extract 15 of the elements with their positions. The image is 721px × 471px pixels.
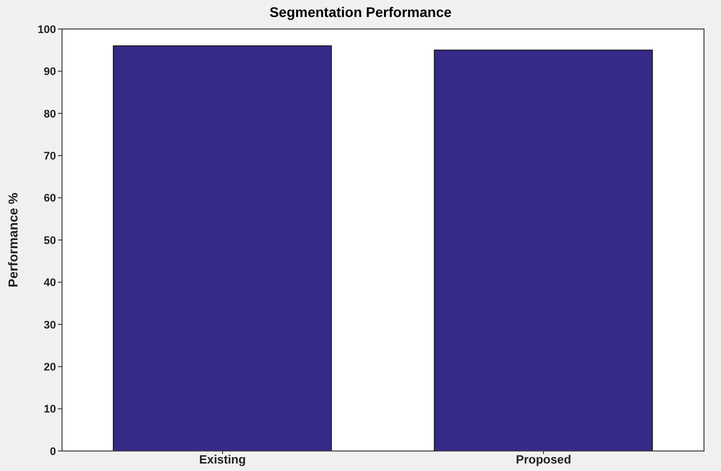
y-tick-label: 20 bbox=[44, 362, 56, 374]
y-tick-label: 10 bbox=[44, 404, 56, 416]
y-tick-label: 50 bbox=[44, 234, 56, 247]
y-tick-label: 100 bbox=[38, 24, 56, 36]
y-tick-label: 80 bbox=[44, 108, 56, 120]
y-tick-label: 30 bbox=[44, 319, 56, 332]
y-axis-title: Performance % bbox=[6, 192, 21, 288]
y-tick-label: 60 bbox=[44, 192, 56, 205]
y-tick-label: 40 bbox=[44, 277, 56, 290]
x-tick-label: Existing bbox=[199, 452, 246, 467]
chart-title: Segmentation Performance bbox=[268, 4, 453, 20]
y-tick-label: 70 bbox=[44, 150, 56, 163]
y-tick-label: 0 bbox=[50, 446, 56, 458]
x-tick-label: Proposed bbox=[516, 452, 572, 467]
y-tick-label: 90 bbox=[44, 66, 56, 78]
